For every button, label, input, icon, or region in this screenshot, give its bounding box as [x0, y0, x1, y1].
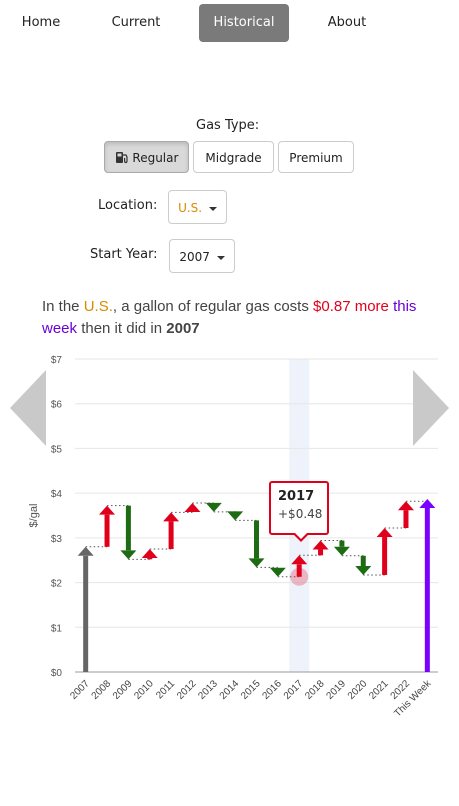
- data-arrow: [333, 540, 350, 556]
- data-arrow: [184, 502, 201, 512]
- start-year-label: Start Year:: [90, 247, 158, 262]
- tooltip-change: +$0.48: [278, 507, 323, 521]
- price-history-chart: $0$1$2$3$4$5$6$7$/gal2007200820092010201…: [28, 355, 438, 719]
- x-tick-label: 2008: [90, 678, 114, 702]
- headline-year: 2007: [166, 320, 200, 337]
- headline-amount: $0.87 more: [313, 298, 389, 315]
- data-arrow: [120, 505, 137, 560]
- headline-text-4: then it did in: [77, 320, 167, 337]
- data-arrow: [141, 549, 158, 560]
- chart-tooltip: 2017 +$0.48: [269, 481, 329, 542]
- x-tick-label: 2020: [346, 678, 370, 702]
- data-arrow: [312, 540, 329, 556]
- x-tick-label: 2014: [218, 678, 242, 702]
- top-nav: Home Current Historical About: [0, 0, 459, 46]
- x-tick-label: 2013: [196, 678, 220, 702]
- data-arrow: [205, 502, 222, 512]
- x-tick-label: 2019: [325, 678, 349, 702]
- previous-arrow-icon[interactable]: [10, 370, 46, 446]
- x-tick-label: 2021: [367, 678, 391, 702]
- start-year-dropdown[interactable]: 2007: [169, 239, 235, 273]
- x-tick-label: 2016: [260, 678, 284, 702]
- gas-type-midgrade-button[interactable]: Midgrade: [193, 141, 274, 173]
- start-year-value: 2007: [179, 250, 210, 264]
- location-label: Location:: [98, 198, 158, 213]
- headline-when: this week: [42, 298, 417, 337]
- data-arrow: [397, 501, 414, 529]
- gas-type-regular-label: Regular: [132, 151, 179, 165]
- data-arrow: [376, 528, 393, 575]
- nav-home[interactable]: Home: [21, 15, 61, 30]
- x-tick-label: 2012: [175, 678, 199, 702]
- x-tick-label: 2015: [239, 678, 263, 702]
- x-tick-label: 2009: [111, 678, 135, 702]
- tooltip-year: 2017: [278, 489, 315, 504]
- x-tick-label: 2007: [68, 678, 92, 702]
- data-arrow: [248, 520, 265, 568]
- x-tick-label: 2018: [303, 678, 327, 702]
- nav-current[interactable]: Current: [111, 15, 161, 30]
- location-value: U.S.: [178, 201, 203, 215]
- y-tick-label: $6: [51, 400, 63, 411]
- data-arrow: [227, 511, 244, 521]
- data-arrow: [163, 512, 180, 550]
- highlight-marker: [290, 567, 309, 586]
- gas-type-regular-button[interactable]: Regular: [104, 141, 189, 173]
- tooltip-pointer-inner: [295, 533, 307, 539]
- gas-pump-icon: [115, 152, 128, 164]
- y-tick-label: $4: [51, 489, 63, 500]
- y-tick-label: $3: [51, 534, 63, 545]
- headline-text-2: , a gallon of regular gas costs: [112, 298, 314, 315]
- y-tick-label: $2: [51, 579, 63, 590]
- headline-location: U.S.: [83, 298, 113, 315]
- headline-text-1: In the: [42, 298, 84, 315]
- location-dropdown[interactable]: U.S.: [168, 190, 227, 224]
- data-arrow: [291, 555, 308, 577]
- gas-type-label: Gas Type:: [196, 118, 260, 133]
- y-tick-label: $5: [51, 444, 63, 455]
- summary-headline: In the U.S., a gallon of regular gas cos…: [42, 296, 432, 340]
- data-arrow: [355, 555, 372, 575]
- data-arrow: [77, 546, 94, 672]
- data-arrow: [99, 505, 116, 547]
- data-arrow: [269, 567, 286, 577]
- next-arrow-icon[interactable]: [413, 370, 449, 446]
- x-tick-label: 2017: [282, 678, 306, 702]
- nav-about[interactable]: About: [327, 15, 367, 30]
- x-tick-label: 2010: [132, 678, 156, 702]
- gas-type-premium-button[interactable]: Premium: [278, 141, 354, 173]
- y-axis-label: $/gal: [28, 504, 40, 528]
- y-tick-label: $1: [51, 623, 63, 634]
- x-tick-label: 2011: [154, 678, 177, 701]
- chevron-down-icon: [216, 255, 225, 260]
- chevron-down-icon: [208, 206, 217, 211]
- data-arrow: [419, 498, 436, 672]
- y-tick-label: $0: [51, 668, 63, 679]
- y-tick-label: $7: [51, 355, 63, 366]
- nav-historical[interactable]: Historical: [199, 4, 289, 42]
